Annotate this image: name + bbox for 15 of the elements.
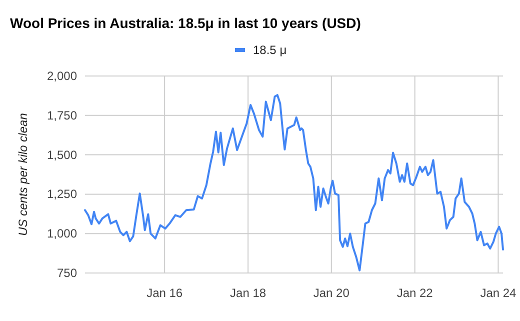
y-tick-label: 1,000 (46, 226, 78, 241)
y-tick-label: 1,500 (46, 148, 78, 162)
x-tick-label: Jan 20 (313, 286, 350, 300)
x-tick-label: Jan 22 (396, 286, 434, 300)
x-tick-label: Jan 16 (146, 286, 183, 300)
y-axis-title: US cents per kilo clean (16, 112, 30, 236)
y-tick-label: 750 (56, 266, 78, 280)
x-tick-label: Jan 24 (480, 286, 517, 300)
y-tick-label: 2,000 (46, 69, 78, 83)
y-tick-label: 1,250 (46, 187, 78, 202)
chart-title: Wool Prices in Australia: 18.5μ in last 10 years (USD) (10, 15, 361, 31)
x-tick-label: Jan 18 (230, 286, 266, 300)
y-tick-label: 1,750 (46, 108, 78, 122)
line-series (84, 94, 504, 272)
legend-label: 18.5 μ (253, 43, 287, 57)
